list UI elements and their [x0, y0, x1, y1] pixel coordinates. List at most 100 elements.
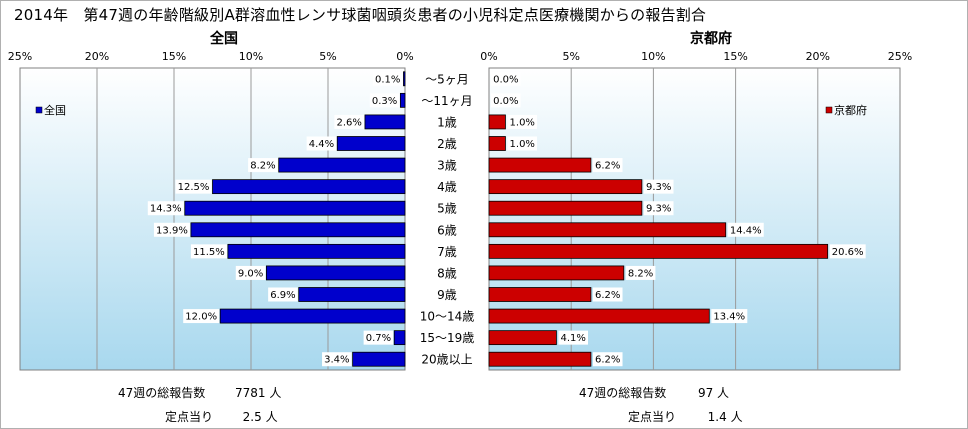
left-total-value: 7781 — [234, 386, 266, 400]
left-plot-area — [19, 67, 406, 371]
left-value-label-bg — [369, 93, 400, 108]
left-value-label-bg — [175, 179, 212, 194]
left-value-label-bg — [306, 136, 337, 151]
right-bar — [488, 243, 829, 259]
left-total-unit: 人 — [269, 386, 282, 400]
right-value-label-bg — [711, 309, 748, 324]
left-value-label-bg — [372, 71, 403, 86]
right-bar — [488, 136, 506, 151]
right-tick-label: 10% — [641, 50, 665, 63]
left-bar — [403, 71, 406, 87]
left-tick-label: 15% — [162, 50, 186, 63]
right-total-label: 47週の総報告数 — [579, 386, 667, 400]
category-label: 10～14歳 — [420, 310, 475, 324]
category-label: 15～19歳 — [420, 331, 475, 345]
category-labels: ～5ヶ月 ～11ヶ月 1歳 2歳 3歳 4歳 5歳 6歳 7歳 8歳 9歳 10～14歳 15～19歳 2… — [420, 72, 475, 366]
left-legend-label: 全国 — [44, 103, 66, 117]
right-value-label: 13.4% — [713, 312, 745, 323]
left-value-label-bg — [183, 309, 220, 324]
left-bar — [393, 330, 406, 346]
left-bar — [212, 179, 406, 195]
left-value-label: 3.4% — [324, 355, 349, 366]
right-value-label-bg — [491, 71, 521, 86]
right-per-sentinel: 定点当り 1.4 人 — [628, 408, 743, 425]
right-value-label: 0.0% — [493, 96, 518, 107]
left-value-label: 0.7% — [366, 333, 391, 344]
right-value-label-bg — [727, 222, 764, 237]
category-label: 2歳 — [437, 137, 457, 151]
right-panel-kyoto: 0% 5% 10% 15% 20% 25% 0.0% 0.0% 1.0% 1.0% 6.2% 9.3%… — [480, 50, 912, 371]
left-value-label-bg — [334, 114, 364, 129]
left-bar — [265, 265, 406, 281]
left-tick-label: 5% — [319, 50, 336, 63]
right-tick-label: 5% — [562, 50, 579, 63]
category-label: 3歳 — [437, 159, 457, 173]
right-tick-label: 0% — [480, 50, 497, 63]
left-bar — [298, 287, 406, 302]
left-value-label: 0.1% — [375, 74, 400, 85]
left-value-label: 14.3% — [150, 204, 182, 215]
right-total-unit: 人 — [717, 386, 730, 400]
right-bar — [488, 157, 592, 173]
right-value-label-bg — [592, 158, 623, 173]
right-legend-swatch — [825, 106, 833, 114]
left-value-label: 8.2% — [250, 161, 275, 172]
right-value-label: 4.1% — [561, 333, 586, 344]
left-panel-title: 全国 — [210, 31, 238, 47]
left-per-label: 定点当り — [165, 410, 214, 424]
right-tick-label: 25% — [888, 50, 912, 63]
right-bar — [488, 179, 643, 195]
category-label: 20歳以上 — [421, 353, 472, 367]
right-per-unit: 人 — [730, 410, 743, 424]
right-bar — [488, 351, 592, 367]
right-bar — [488, 287, 592, 302]
left-bar — [184, 200, 406, 216]
right-value-label-bg — [643, 201, 674, 216]
left-total-reports: 47週の総報告数 7781 人 — [118, 384, 281, 401]
left-value-label: 0.3% — [372, 96, 397, 107]
left-panel-nationwide: 25% 20% 15% 10% 5% 0% 0.1% 0.3% 2.6%4.4% 8.2% 12.5… — [8, 50, 414, 371]
right-value-label: 9.3% — [646, 204, 671, 215]
right-value-label: 1.0% — [510, 139, 535, 150]
right-bar — [488, 200, 643, 216]
left-bar — [399, 92, 406, 108]
right-value-label-bg — [507, 136, 538, 151]
left-bar — [364, 114, 406, 130]
left-value-label-bg — [147, 201, 184, 216]
right-value-label-bg — [829, 244, 866, 259]
category-label: 7歳 — [437, 245, 457, 259]
right-value-label: 8.2% — [628, 268, 653, 279]
left-tick-label: 20% — [85, 50, 109, 63]
category-label: 6歳 — [437, 223, 457, 237]
left-per-unit: 人 — [265, 410, 278, 424]
right-value-label-bg — [625, 265, 656, 280]
category-label: ～11ヶ月 — [421, 94, 472, 108]
right-value-label: 14.4% — [730, 225, 762, 236]
left-bar — [227, 243, 406, 259]
left-value-label-bg — [248, 158, 278, 173]
left-tick-label: 0% — [396, 50, 413, 63]
left-value-label-bg — [190, 244, 227, 259]
right-value-label: 1.0% — [510, 117, 535, 128]
right-per-value: 1.4 — [707, 410, 727, 424]
left-total-label: 47週の総報告数 — [118, 386, 206, 400]
right-value-label-bg — [592, 287, 623, 302]
left-value-label-bg — [322, 352, 352, 367]
left-bar — [190, 222, 406, 238]
left-bar — [352, 351, 406, 367]
left-tick-label: 10% — [239, 50, 263, 63]
left-value-label: 9.0% — [238, 268, 263, 279]
right-value-label: 20.6% — [832, 247, 864, 258]
category-label: 9歳 — [437, 288, 457, 302]
left-value-label-bg — [153, 222, 190, 237]
category-label: 8歳 — [437, 266, 457, 280]
left-bar — [219, 308, 406, 324]
left-value-label-bg — [268, 287, 298, 302]
right-tick-label: 20% — [806, 50, 830, 63]
right-value-label: 6.2% — [595, 355, 620, 366]
left-value-label: 11.5% — [193, 247, 225, 258]
left-value-label-bg — [235, 265, 266, 280]
left-value-label-bg — [363, 330, 394, 345]
left-tick-label: 25% — [8, 50, 32, 63]
